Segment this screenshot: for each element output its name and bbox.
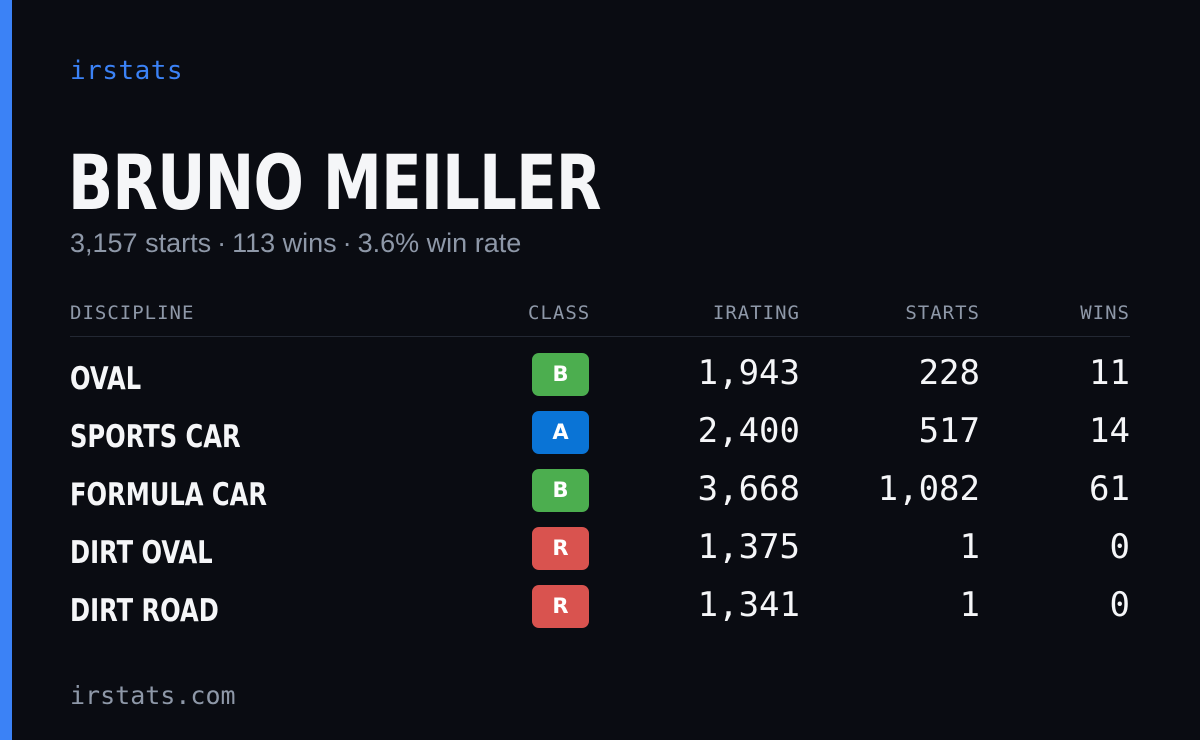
- irating-value: 1,341: [697, 585, 800, 625]
- header-class: CLASS: [528, 302, 591, 324]
- total-wins: 113 wins: [232, 228, 337, 258]
- discipline-name: SPORTS CAR: [70, 419, 241, 455]
- total-starts: 3,157 starts: [70, 228, 212, 258]
- table-row: DIRT OVAL R 1,375 1 0: [70, 525, 1130, 583]
- table-row: SPORTS CAR A 2,400 517 14: [70, 409, 1130, 467]
- separator: ·: [342, 228, 352, 258]
- starts-value: 517: [918, 411, 980, 451]
- class-badge: A: [532, 411, 589, 454]
- wins-value: 11: [1089, 353, 1130, 393]
- class-badge: R: [532, 527, 589, 570]
- career-summary: 3,157 starts · 113 wins · 3.6% win rate: [70, 228, 521, 259]
- header-starts: STARTS: [905, 302, 980, 324]
- wins-value: 0: [1109, 585, 1130, 625]
- irating-value: 1,375: [697, 527, 800, 567]
- header-discipline: DISCIPLINE: [70, 302, 195, 324]
- starts-value: 1: [959, 527, 980, 567]
- separator: ·: [217, 228, 227, 258]
- discipline-table: DISCIPLINE CLASS IRATING STARTS WINS OVA…: [70, 298, 1130, 641]
- class-badge: B: [532, 469, 589, 512]
- driver-name: BRUNO MEILLER: [68, 138, 601, 227]
- discipline-name: OVAL: [70, 361, 142, 397]
- brand-logo: irstats: [70, 56, 184, 86]
- accent-bar: [0, 0, 12, 740]
- table-row: DIRT ROAD R 1,341 1 0: [70, 583, 1130, 641]
- discipline-name: DIRT ROAD: [70, 593, 219, 629]
- starts-value: 1,082: [877, 469, 980, 509]
- discipline-name: FORMULA CAR: [70, 477, 268, 513]
- table-row: FORMULA CAR B 3,668 1,082 61: [70, 467, 1130, 525]
- starts-value: 1: [959, 585, 980, 625]
- class-badge: B: [532, 353, 589, 396]
- class-badge: R: [532, 585, 589, 628]
- wins-value: 61: [1089, 469, 1130, 509]
- discipline-name: DIRT OVAL: [70, 535, 213, 571]
- table-row: OVAL B 1,943 228 11: [70, 351, 1130, 409]
- irating-value: 1,943: [697, 353, 800, 393]
- footer-url[interactable]: irstats.com: [70, 681, 236, 710]
- win-rate: 3.6% win rate: [357, 228, 522, 258]
- irating-value: 3,668: [697, 469, 800, 509]
- starts-value: 228: [918, 353, 980, 393]
- table-header: DISCIPLINE CLASS IRATING STARTS WINS: [70, 298, 1130, 337]
- header-wins: WINS: [1080, 302, 1130, 324]
- header-irating: IRATING: [712, 302, 800, 324]
- table-body: OVAL B 1,943 228 11 SPORTS CAR A 2,400 5…: [70, 337, 1130, 641]
- wins-value: 0: [1109, 527, 1130, 567]
- wins-value: 14: [1089, 411, 1130, 451]
- irating-value: 2,400: [697, 411, 800, 451]
